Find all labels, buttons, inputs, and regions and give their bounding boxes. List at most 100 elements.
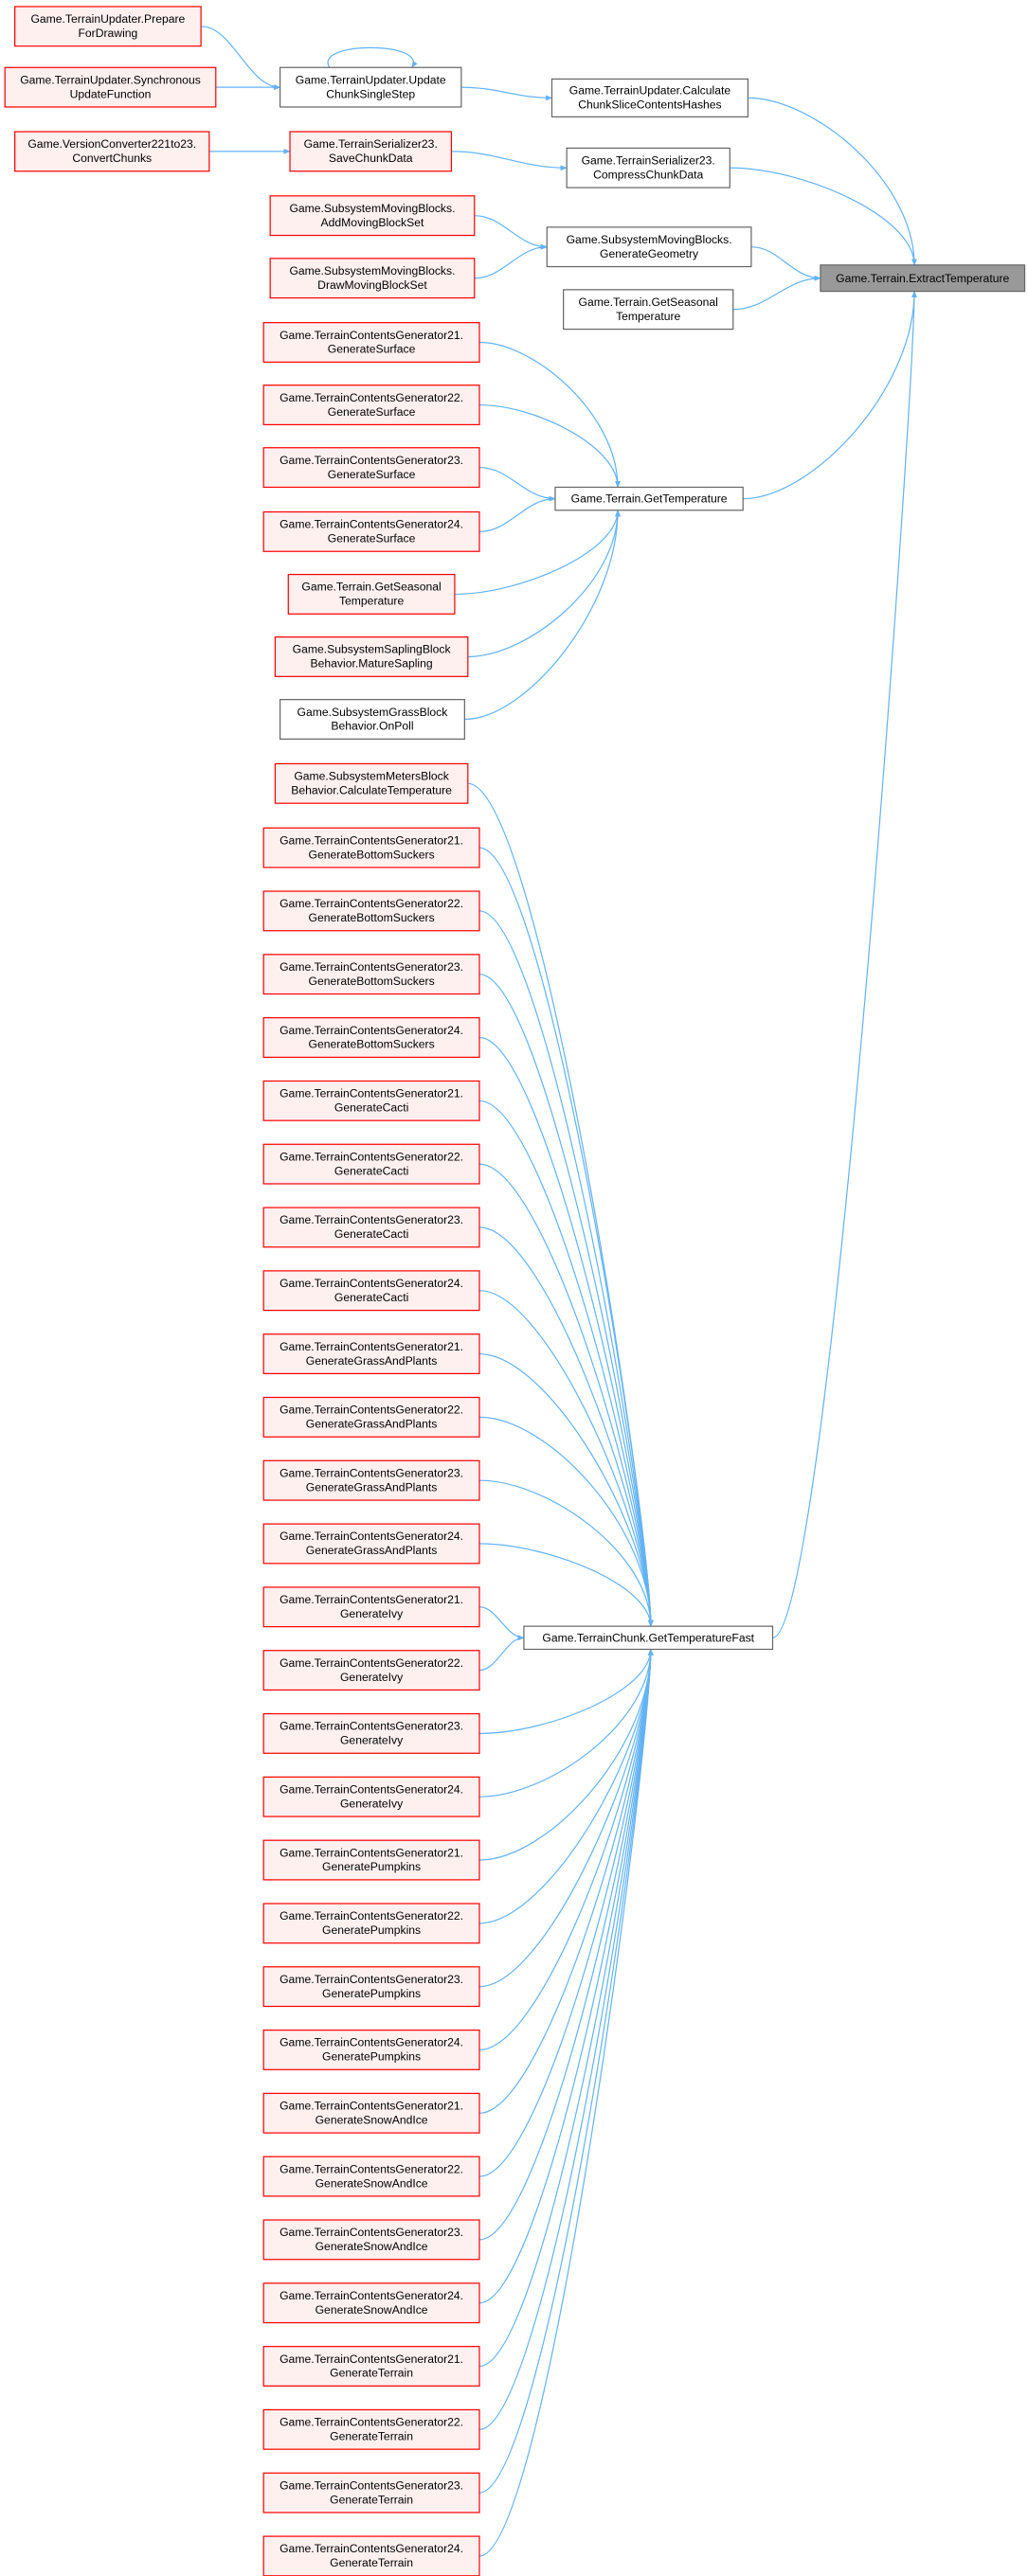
node[interactable]: Game.TerrainContentsGenerator21.Generate… xyxy=(262,322,480,363)
edge xyxy=(478,1290,654,1627)
node-label: Game.TerrainContentsGenerator24. xyxy=(280,2542,463,2555)
node-box xyxy=(262,1839,480,1881)
node[interactable]: Game.TerrainContentsGenerator23.Generate… xyxy=(262,447,480,489)
node-box xyxy=(262,322,480,363)
edge xyxy=(478,1648,654,1798)
node[interactable]: Game.Terrain.ExtractTemperature xyxy=(820,264,1026,293)
node[interactable]: Game.TerrainContentsGenerator23.Generate… xyxy=(262,1207,480,1248)
edge xyxy=(478,1648,654,2494)
node-label: UpdateFunction xyxy=(70,87,152,100)
node-box xyxy=(262,890,480,932)
node-box xyxy=(262,2346,480,2387)
node-label: Game.VersionConverter221to23. xyxy=(27,137,196,151)
node-label: GenerateSnowAndIce xyxy=(316,2113,428,2126)
node-box xyxy=(262,447,480,489)
node-label: Game.TerrainContentsGenerator23. xyxy=(280,2226,463,2239)
node-label: GeneratePumpkins xyxy=(322,1860,421,1873)
node[interactable]: Game.TerrainContentsGenerator22.Generate… xyxy=(262,385,480,426)
node[interactable]: Game.TerrainUpdater.SynchronousUpdateFun… xyxy=(4,66,217,108)
node[interactable]: Game.TerrainContentsGenerator23.Generate… xyxy=(262,2219,480,2261)
edge xyxy=(478,1648,654,1735)
node-label: Game.TerrainContentsGenerator23. xyxy=(280,1213,463,1226)
node[interactable]: Game.SubsystemSaplingBlockBehavior.Matur… xyxy=(274,636,469,677)
node-label: Game.TerrainContentsGenerator21. xyxy=(280,833,463,847)
node-label: Game.SubsystemMovingBlocks. xyxy=(289,264,455,277)
node-label: DrawMovingBlockSet xyxy=(317,278,427,292)
node[interactable]: Game.TerrainContentsGenerator21.Generate… xyxy=(262,1586,480,1628)
node[interactable]: Game.TerrainContentsGenerator24.Generate… xyxy=(262,1776,480,1817)
node[interactable]: Game.SubsystemMovingBlocks.GenerateGeome… xyxy=(546,226,752,268)
node[interactable]: Game.SubsystemMetersBlockBehavior.Calcul… xyxy=(274,762,469,804)
node-box xyxy=(262,2092,480,2134)
node-label: Behavior.MatureSapling xyxy=(311,657,433,671)
node[interactable]: Game.TerrainChunk.GetTemperatureFast xyxy=(523,1625,774,1651)
node[interactable]: Game.SubsystemMovingBlocks.DrawMovingBlo… xyxy=(269,258,476,299)
node[interactable]: Game.TerrainContentsGenerator21.Generate… xyxy=(262,827,480,868)
node-label: GenerateBottomSuckers xyxy=(309,975,435,988)
node[interactable]: Game.TerrainContentsGenerator24.Generate… xyxy=(262,1523,480,1565)
node-label: SaveChunkData xyxy=(329,152,413,165)
node[interactable]: Game.TerrainContentsGenerator23.Generate… xyxy=(262,2472,480,2513)
node[interactable]: Game.TerrainContentsGenerator23.Generate… xyxy=(262,1966,480,2008)
node-label: ChunkSliceContentsHashes xyxy=(578,98,721,112)
node[interactable]: Game.TerrainContentsGenerator24.Generate… xyxy=(262,2282,480,2324)
node[interactable]: Game.TerrainContentsGenerator22.Generate… xyxy=(262,2408,480,2450)
node-label: Game.TerrainContentsGenerator22. xyxy=(280,1150,463,1163)
node-label: Game.TerrainContentsGenerator21. xyxy=(280,1087,463,1100)
edges xyxy=(201,26,917,2557)
edge xyxy=(478,1036,654,1627)
node[interactable]: Game.TerrainContentsGenerator22.Generate… xyxy=(262,1903,480,1944)
node-box xyxy=(262,1143,480,1185)
node[interactable]: Game.TerrainContentsGenerator21.Generate… xyxy=(262,2092,480,2134)
node-label: GenerateTerrain xyxy=(330,2430,413,2443)
node-label: Game.SubsystemSaplingBlock xyxy=(293,643,452,656)
node[interactable]: Game.TerrainContentsGenerator21.Generate… xyxy=(262,1080,480,1121)
node-label: GeneratePumpkins xyxy=(322,1923,421,1937)
node[interactable]: Game.TerrainContentsGenerator22.Generate… xyxy=(262,2156,480,2197)
node[interactable]: Game.TerrainSerializer23.CompressChunkDa… xyxy=(566,147,730,188)
node[interactable]: Game.TerrainContentsGenerator21.Generate… xyxy=(262,1839,480,1881)
node[interactable]: Game.TerrainContentsGenerator21.Generate… xyxy=(262,2346,480,2387)
node[interactable]: Game.TerrainContentsGenerator21.Generate… xyxy=(262,1333,480,1375)
node[interactable]: Game.TerrainUpdater.CalculateChunkSliceC… xyxy=(550,78,749,118)
node-label: AddMovingBlockSet xyxy=(321,216,424,229)
node-box xyxy=(523,1625,774,1651)
node-label: Game.TerrainUpdater.Calculate xyxy=(569,84,731,98)
node[interactable]: Game.SubsystemMovingBlocks.AddMovingBloc… xyxy=(269,195,476,237)
node[interactable]: Game.TerrainContentsGenerator23.Generate… xyxy=(262,1459,480,1501)
node-label: GenerateSnowAndIce xyxy=(316,2240,428,2253)
node-label: Temperature xyxy=(339,595,404,608)
node[interactable]: Game.TerrainContentsGenerator24.Generate… xyxy=(262,1270,480,1312)
node[interactable]: Game.TerrainContentsGenerator22.Generate… xyxy=(262,1650,480,1691)
node[interactable]: Game.TerrainSerializer23.SaveChunkData xyxy=(289,131,453,172)
node-label: Game.TerrainContentsGenerator24. xyxy=(280,2289,463,2302)
node-label: Game.TerrainContentsGenerator22. xyxy=(280,1404,463,1417)
node-box xyxy=(262,2472,480,2513)
node[interactable]: Game.TerrainContentsGenerator23.Generate… xyxy=(262,1712,480,1754)
node-box xyxy=(820,264,1026,293)
node[interactable]: Game.TerrainContentsGenerator24.Generate… xyxy=(262,1017,480,1058)
node[interactable]: Game.TerrainContentsGenerator23.Generate… xyxy=(262,954,480,995)
node[interactable]: Game.Terrain.GetTemperature xyxy=(554,486,744,511)
node-box xyxy=(262,1017,480,1058)
node-box xyxy=(262,2408,480,2450)
node[interactable]: Game.TerrainContentsGenerator24.Generate… xyxy=(262,510,480,552)
node[interactable]: Game.TerrainContentsGenerator22.Generate… xyxy=(262,1396,480,1438)
node-label: Game.SubsystemGrassBlock xyxy=(298,706,449,719)
node[interactable]: Game.TerrainContentsGenerator22.Generate… xyxy=(262,1143,480,1185)
node[interactable]: Game.TerrainUpdater.UpdateChunkSingleSte… xyxy=(279,66,462,108)
edge xyxy=(460,86,553,101)
node-label: Game.TerrainContentsGenerator21. xyxy=(280,329,463,342)
node-box xyxy=(262,1586,480,1628)
node[interactable]: Game.TerrainContentsGenerator22.Generate… xyxy=(262,890,480,932)
node-box xyxy=(14,131,210,172)
node[interactable]: Game.TerrainContentsGenerator24.Generate… xyxy=(262,2029,480,2070)
node-label: Game.Terrain.ExtractTemperature xyxy=(836,272,1009,285)
node[interactable]: Game.TerrainContentsGenerator24.Generate… xyxy=(262,2535,480,2576)
edge xyxy=(730,167,917,266)
node[interactable]: Game.VersionConverter221to23.ConvertChun… xyxy=(14,131,210,172)
